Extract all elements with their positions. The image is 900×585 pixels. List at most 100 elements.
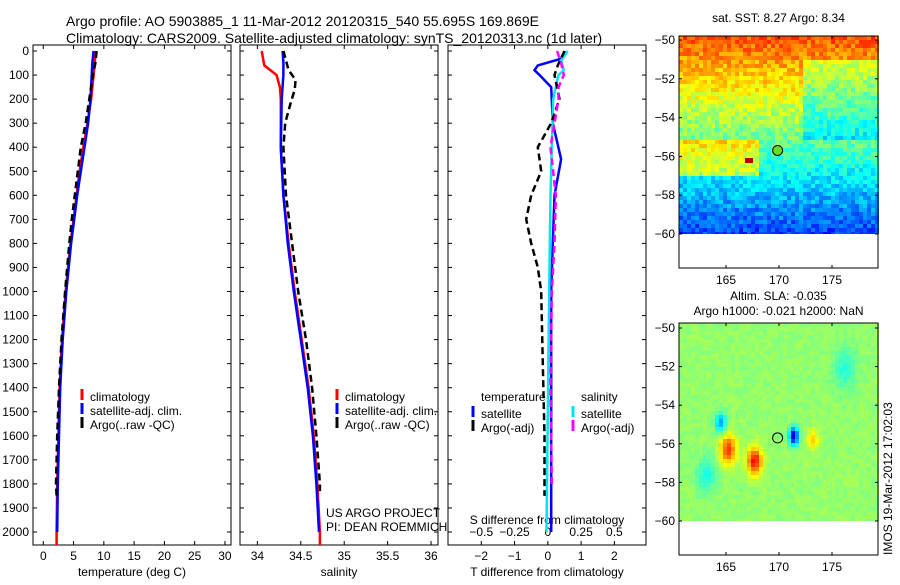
lon-tick-label: 170 (769, 273, 789, 287)
y-tick-label: 500 (9, 164, 29, 178)
map-cell (795, 200, 799, 204)
map-cell (815, 443, 819, 447)
map-cell (727, 184, 731, 188)
map-cell (747, 327, 751, 331)
map-cell (759, 487, 763, 491)
map-cell (695, 447, 699, 451)
map-cell (843, 347, 847, 351)
map-cell (811, 132, 815, 136)
map-cell (815, 144, 819, 148)
map-cell (799, 439, 803, 443)
map-cell (819, 204, 823, 208)
map-cell (747, 403, 751, 407)
map-cell (867, 383, 871, 387)
map-cell (715, 491, 719, 495)
map-cell (871, 447, 875, 451)
map-cell (831, 44, 835, 48)
map-cell (763, 56, 767, 60)
map-cell (807, 200, 811, 204)
map-cell (767, 104, 771, 108)
map-cell (723, 64, 727, 68)
map-cell (827, 343, 831, 347)
map-cell (767, 451, 771, 455)
map-cell (739, 435, 743, 439)
map-cell (703, 463, 707, 467)
map-cell (819, 331, 823, 335)
map-cell (831, 399, 835, 403)
map-cell (851, 52, 855, 56)
map-cell (751, 232, 755, 234)
map-cell (751, 220, 755, 224)
map-cell (807, 451, 811, 455)
map-cell (691, 415, 695, 419)
map-cell (791, 327, 795, 331)
map-cell (751, 479, 755, 483)
map-cell (699, 347, 703, 351)
map-cell (775, 487, 779, 491)
map-cell (695, 351, 699, 355)
map-cell (839, 371, 843, 375)
map-cell (747, 208, 751, 212)
map-cell (711, 331, 715, 335)
map-cell (683, 200, 687, 204)
map-cell (679, 88, 683, 92)
map-cell (807, 44, 811, 48)
map-cell (723, 335, 727, 339)
map-cell (763, 204, 767, 208)
map-cell (779, 184, 783, 188)
map-cell (863, 220, 867, 224)
map-cell (863, 200, 867, 204)
map-cell (743, 363, 747, 367)
map-cell (811, 495, 815, 499)
map-cell (811, 96, 815, 100)
map-cell (755, 415, 759, 419)
map-cell (767, 112, 771, 116)
map-cell (683, 188, 687, 192)
map-cell (843, 212, 847, 216)
map-cell (787, 411, 791, 415)
map-cell (747, 483, 751, 487)
map-cell (839, 339, 843, 343)
map-cell (791, 395, 795, 399)
map-cell (715, 84, 719, 88)
map-cell (795, 128, 799, 132)
map-cell (807, 363, 811, 367)
map-cell (867, 60, 871, 64)
map-cell (679, 36, 683, 40)
map-cell (839, 387, 843, 391)
map-cell (723, 359, 727, 363)
map-cell (803, 148, 807, 152)
map-cell (863, 52, 867, 56)
map-cell (699, 64, 703, 68)
map-cell (835, 383, 839, 387)
map-cell (707, 363, 711, 367)
map-cell (871, 216, 875, 220)
map-cell (867, 391, 871, 395)
map-cell (783, 387, 787, 391)
map-cell (679, 379, 683, 383)
map-cell (847, 112, 851, 116)
map-cell (795, 132, 799, 136)
map-cell (691, 335, 695, 339)
map-cell (767, 379, 771, 383)
map-cell (827, 40, 831, 44)
map-cell (847, 92, 851, 96)
map-cell (719, 160, 723, 164)
map-cell (779, 72, 783, 76)
map-cell (819, 212, 823, 216)
map-cell (683, 495, 687, 499)
map-cell (811, 479, 815, 483)
map-cell (763, 68, 767, 72)
map-cell (847, 76, 851, 80)
map-cell (759, 435, 763, 439)
map-cell (771, 124, 775, 128)
map-cell (707, 56, 711, 60)
map-cell (835, 379, 839, 383)
map-cell (779, 487, 783, 491)
map-cell (795, 447, 799, 451)
map-cell (867, 164, 871, 168)
map-cell (751, 212, 755, 216)
x-axis-label: temperature (deg C) (78, 565, 186, 579)
map-cell (735, 491, 739, 495)
map-cell (771, 351, 775, 355)
